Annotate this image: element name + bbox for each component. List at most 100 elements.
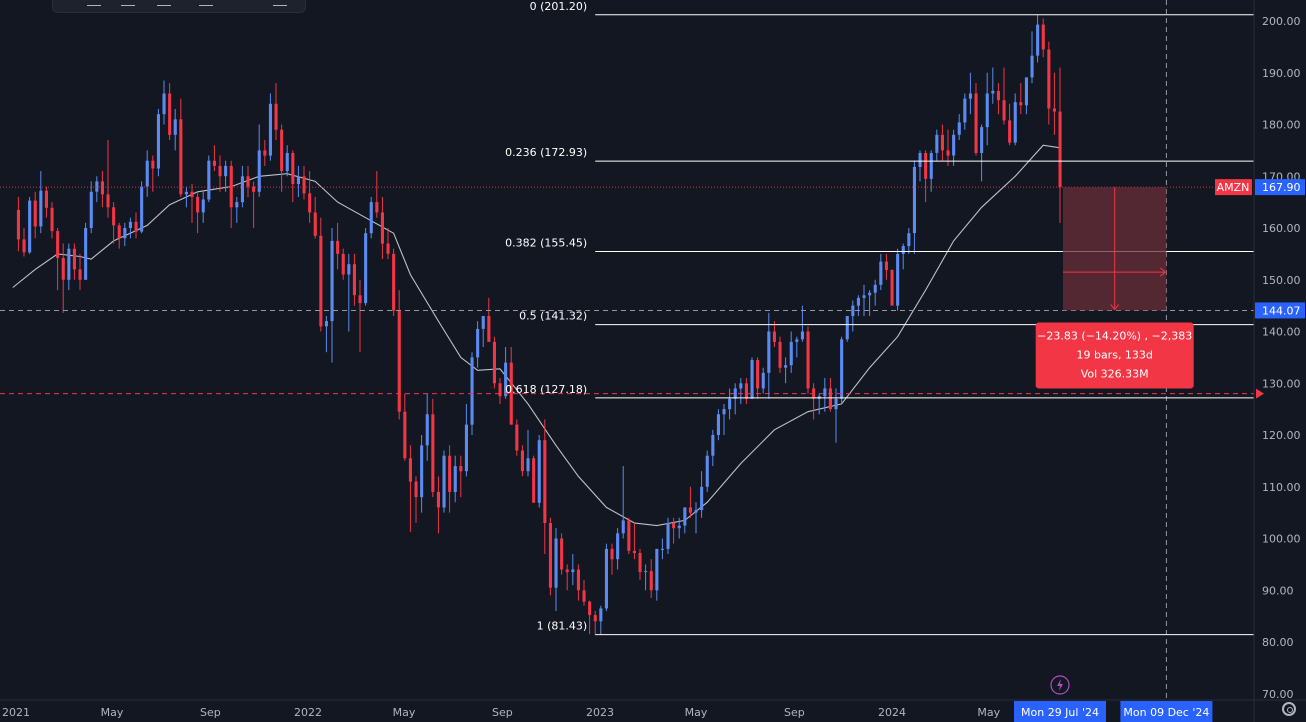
candle-body — [168, 93, 172, 135]
candle-body — [806, 331, 810, 389]
candles-layer — [16, 14, 1062, 635]
candle — [1036, 14, 1040, 63]
measure-tool[interactable]: −23.83 (−14.20%) , −2,383 19 bars, 133d Vo… — [1035, 187, 1194, 389]
candle-body — [280, 129, 284, 172]
candle — [263, 140, 267, 166]
candle — [868, 290, 872, 316]
candle — [968, 72, 972, 115]
fib-icon[interactable] — [199, 0, 213, 6]
candle — [599, 605, 603, 635]
candle-body — [386, 243, 390, 254]
candle — [750, 357, 754, 399]
candle — [347, 253, 351, 332]
crosshair-start-date-tag-bg — [1014, 701, 1106, 722]
candle-body — [369, 202, 373, 234]
candle — [498, 378, 502, 404]
candle-body — [694, 510, 698, 513]
candle — [1013, 93, 1017, 146]
candle-body — [896, 253, 900, 306]
candle — [436, 476, 440, 534]
candle-body — [778, 341, 782, 368]
candle — [341, 248, 345, 280]
price-tick-label: 200.00 — [1262, 15, 1301, 28]
cursor-icon[interactable] — [87, 0, 101, 6]
fib-level-label: 0.236 (172.93) — [505, 146, 587, 159]
candle-body — [677, 525, 681, 529]
candle-body — [28, 200, 32, 253]
candle-body — [291, 153, 295, 184]
candle — [442, 450, 446, 513]
candle-body — [1052, 108, 1056, 112]
candle — [184, 186, 188, 208]
price-tick-label: 70.00 — [1262, 688, 1294, 701]
candle — [156, 108, 160, 177]
time-tick-label: Sep — [784, 706, 805, 719]
candle — [420, 435, 424, 513]
fibonacci-retracement[interactable]: 0 (201.20) 0.236 (172.93) 0.382 (155.45) 0.… — [505, 0, 1254, 636]
candle-body — [257, 150, 261, 192]
candle-body — [565, 569, 569, 573]
candle — [22, 228, 26, 257]
candle — [912, 160, 916, 254]
candle — [1024, 77, 1028, 115]
candle-body — [224, 165, 228, 177]
crosshair-icon[interactable] — [121, 0, 135, 6]
candle — [660, 538, 664, 560]
crosshair-end-date-tag-bg — [1120, 701, 1213, 722]
candle-body — [336, 240, 340, 254]
candle — [1058, 67, 1062, 223]
candle — [123, 222, 127, 247]
candle-body — [134, 221, 138, 232]
settings-gear-icon[interactable] — [1282, 702, 1296, 716]
candle — [761, 367, 765, 394]
candle-body — [700, 486, 704, 511]
price-tick-label: 190.00 — [1262, 67, 1301, 80]
candle — [700, 471, 704, 518]
drawing-toolbar[interactable] — [52, 0, 306, 13]
candle — [117, 222, 121, 249]
candle — [308, 171, 312, 223]
candle — [448, 445, 452, 513]
candle-body — [240, 176, 244, 203]
candle — [1002, 67, 1006, 125]
candle-body — [716, 414, 720, 435]
candle — [963, 93, 967, 130]
candle-body — [352, 264, 356, 296]
candle — [571, 554, 575, 586]
candle — [565, 564, 569, 591]
candle-body — [403, 411, 407, 459]
candle — [840, 336, 844, 404]
candle-body — [504, 362, 508, 397]
candle — [173, 108, 177, 151]
candle — [44, 186, 48, 218]
crosshair-end-date-tag: Mon 09 Dec '24 — [1123, 706, 1209, 719]
candle — [302, 165, 306, 200]
candle — [672, 517, 676, 544]
candle-body — [67, 248, 71, 280]
symbol-tag: AMZN — [1217, 181, 1250, 194]
candle-body — [974, 93, 978, 153]
candle-body — [302, 176, 306, 194]
candle-body — [823, 388, 827, 397]
trend-line-icon[interactable] — [157, 0, 171, 6]
eraser-icon[interactable] — [273, 0, 287, 6]
candle — [268, 93, 272, 161]
candle — [644, 564, 648, 591]
candle-body — [582, 590, 586, 602]
candle-body — [515, 424, 519, 451]
candle — [515, 419, 519, 456]
candle-body — [672, 523, 676, 529]
time-tick-label: May — [393, 706, 416, 719]
candle-body — [263, 150, 267, 156]
candle-body — [644, 571, 648, 573]
candle — [823, 378, 827, 412]
candle-body — [784, 365, 788, 368]
candle — [554, 528, 558, 611]
candle-body — [151, 160, 155, 169]
candle-body — [604, 548, 608, 609]
candle-body — [834, 398, 838, 410]
candle-body — [117, 225, 121, 239]
candle-body — [862, 295, 866, 298]
